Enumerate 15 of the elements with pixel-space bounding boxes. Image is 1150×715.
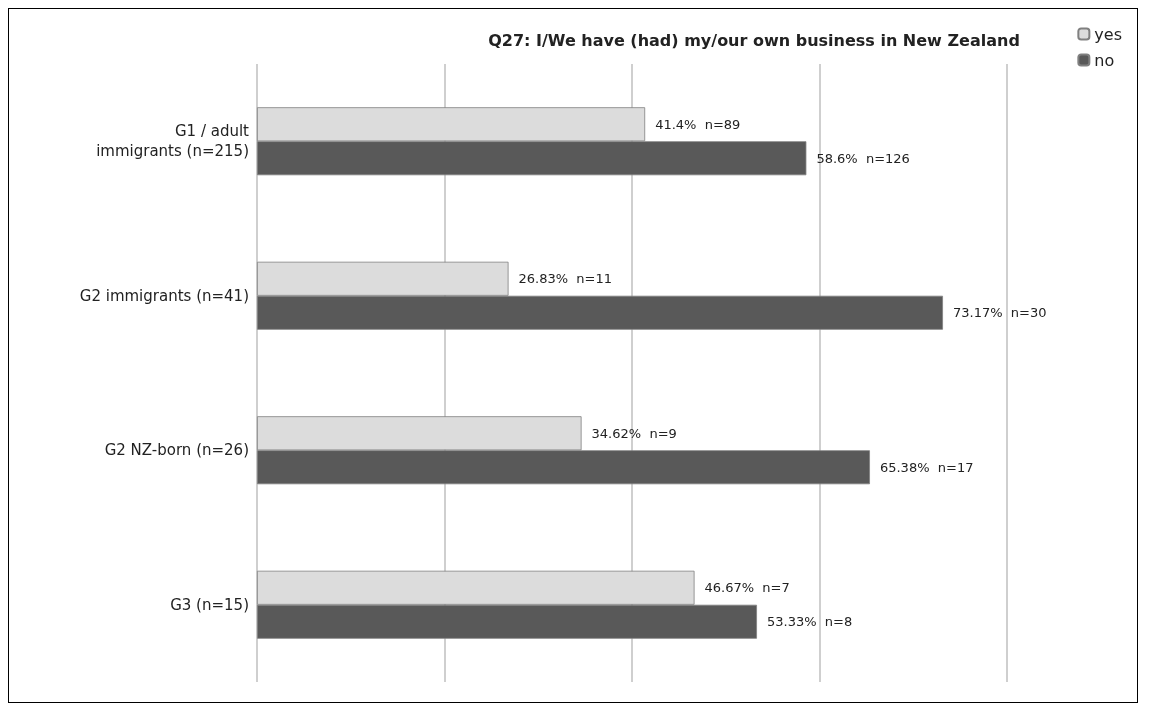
data-label: 26.83% n=11 xyxy=(518,271,613,287)
y-tick-label: G1 / adult immigrants (n=215) xyxy=(96,122,250,161)
y-tick-label: G2 immigrants (n=41) xyxy=(79,286,249,305)
data-label: 53.33% n=8 xyxy=(766,614,853,630)
data-label: 34.62% n=9 xyxy=(591,425,677,441)
y-tick-label: G3 (n=15) xyxy=(170,595,249,614)
data-label: 73.17% n=30 xyxy=(952,305,1047,321)
chart-title: Q27: I/We have (had) my/our own business in New Zealand xyxy=(488,30,1020,50)
data-label: 41.4% n=89 xyxy=(655,116,741,132)
data-label: 46.67% n=7 xyxy=(704,580,790,596)
data-label: 58.6% n=126 xyxy=(816,150,910,166)
legend-label: no xyxy=(1094,50,1115,70)
data-label: 65.38% n=17 xyxy=(879,459,974,475)
legend-label: yes xyxy=(1094,24,1123,44)
y-tick-label: G2 NZ-born (n=26) xyxy=(104,441,249,460)
